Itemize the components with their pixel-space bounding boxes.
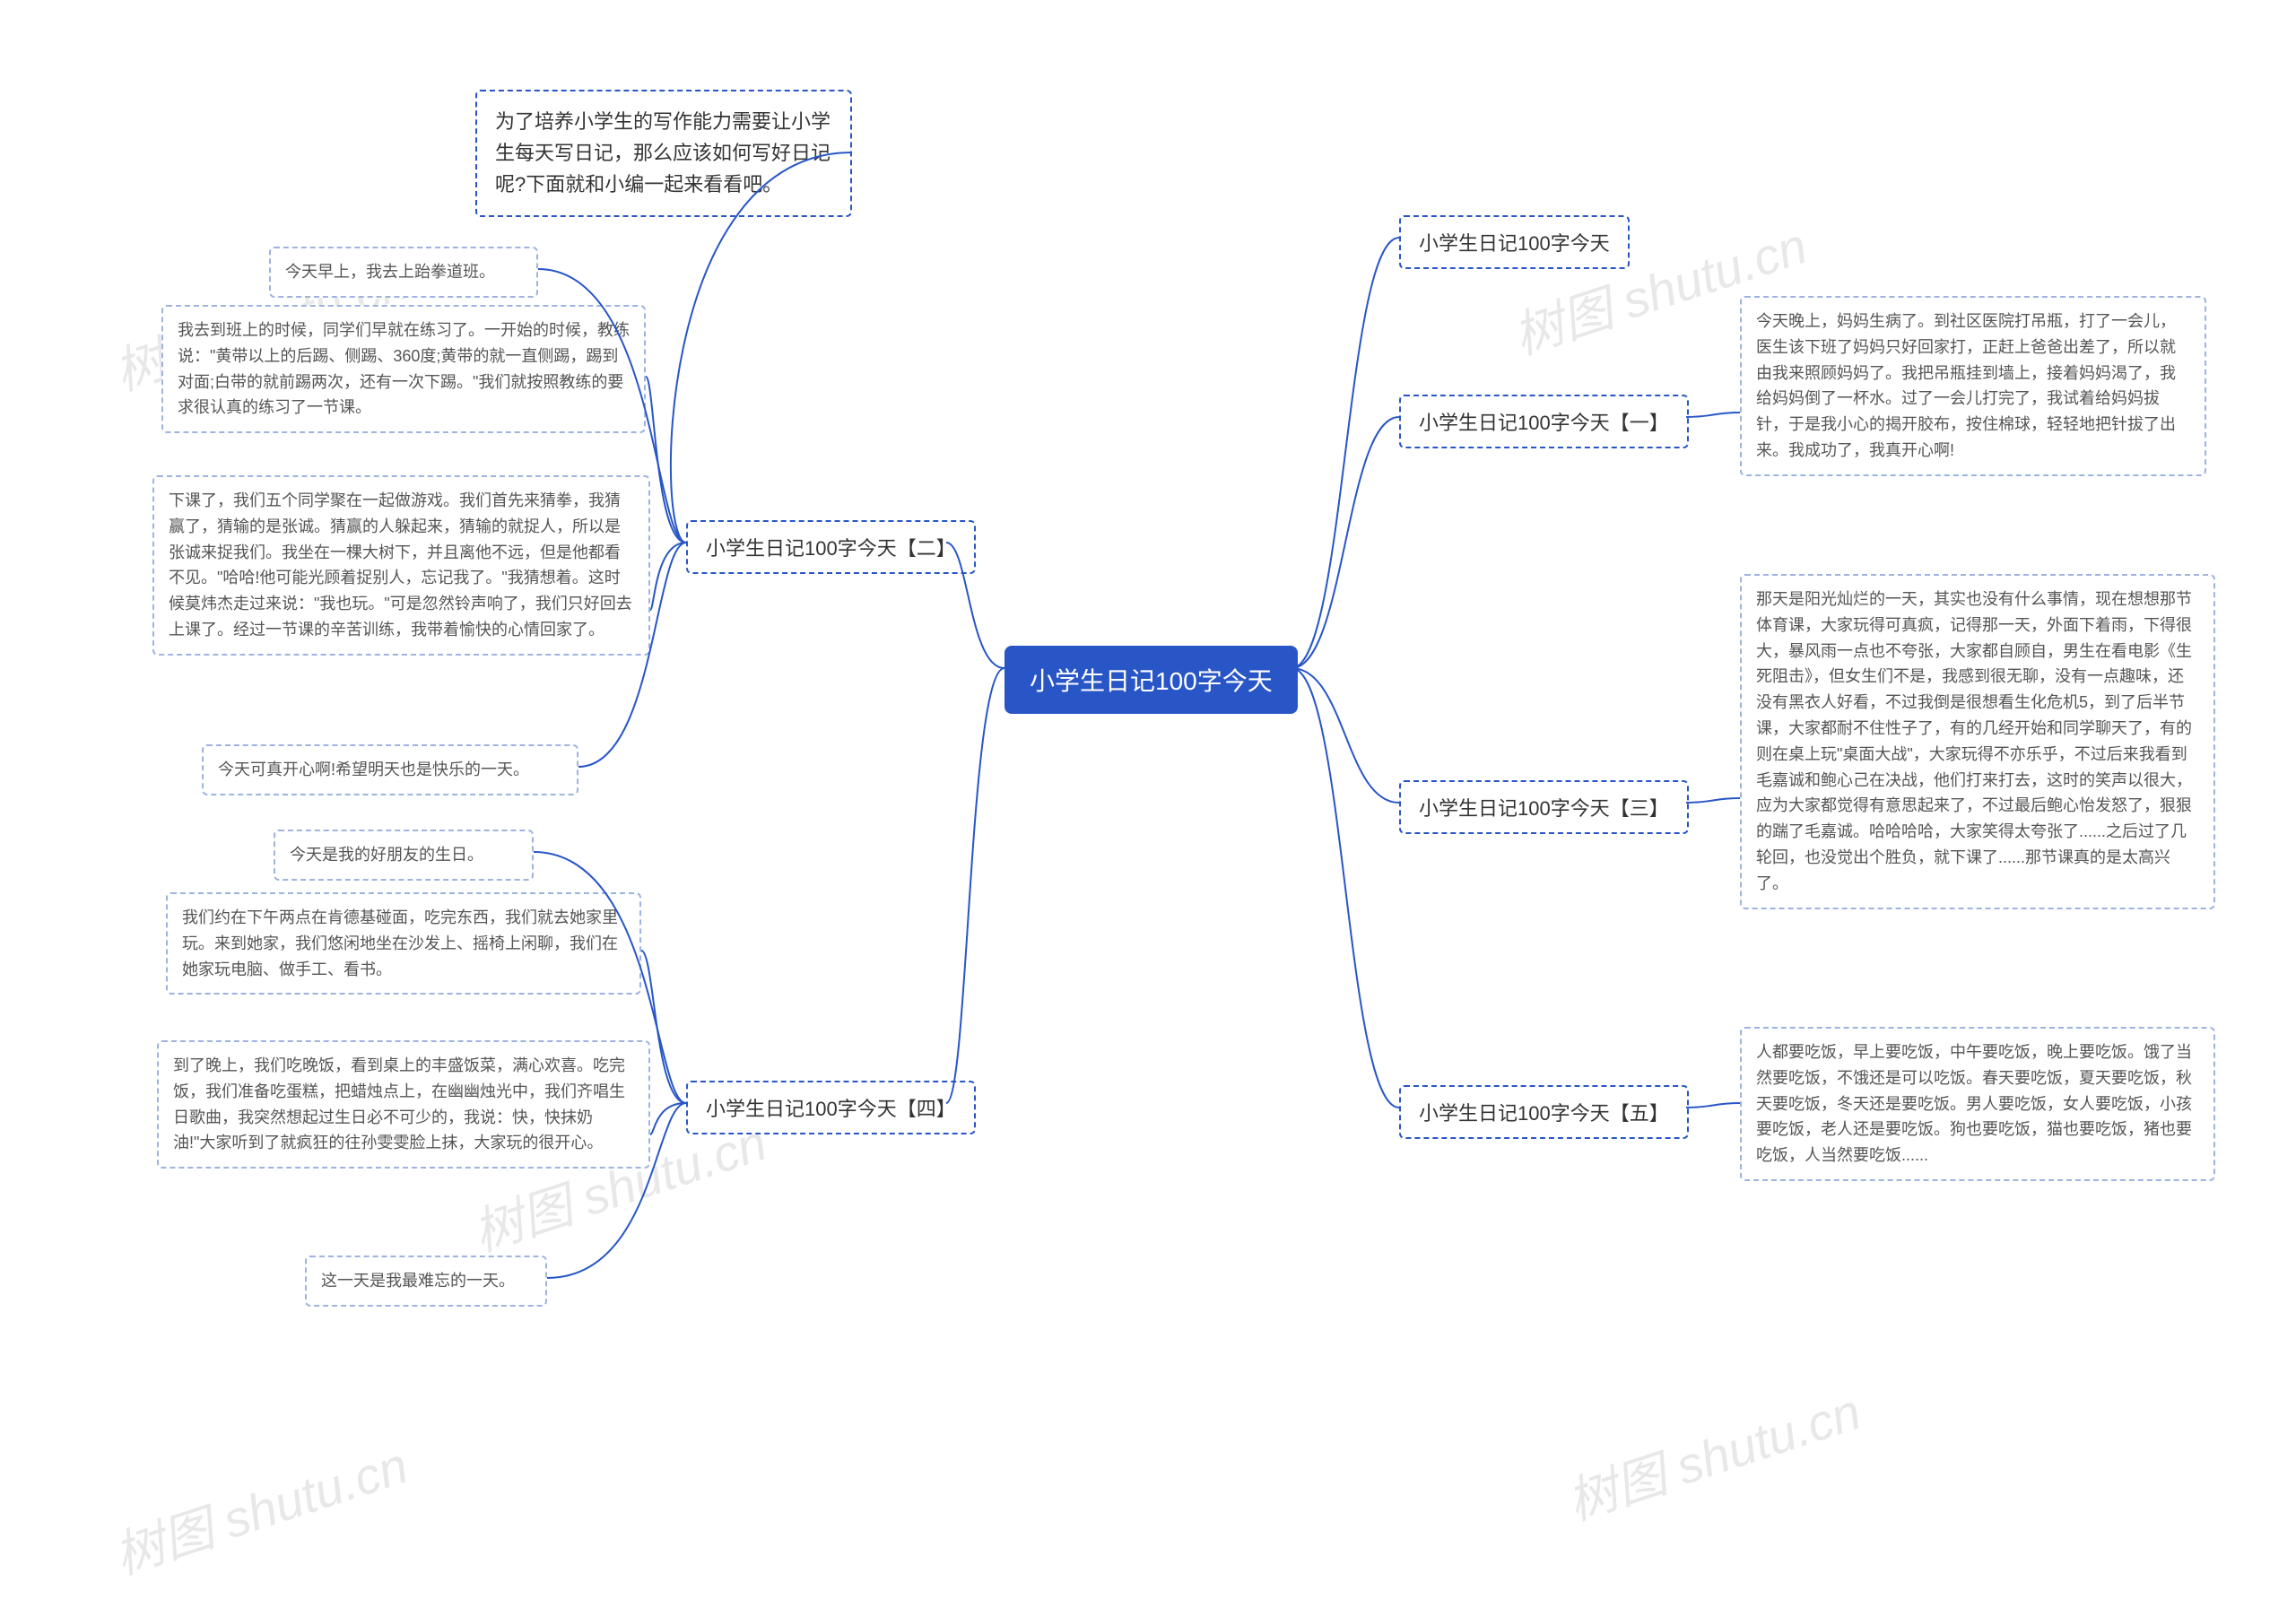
leaf-node: 今天早上，我去上跆拳道班。 (269, 247, 538, 298)
branch-node-3[interactable]: 小学生日记100字今天【三】 (1399, 780, 1689, 834)
leaf-node: 我去到班上的时候，同学们早就在练习了。一开始的时候，教练说："黄带以上的后踢、侧… (161, 305, 646, 433)
leaf-node: 我们约在下午两点在肯德基碰面，吃完东西，我们就去她家里玩。来到她家，我们悠闲地坐… (166, 892, 641, 995)
leaf-node: 那天是阳光灿烂的一天，其实也没有什么事情，现在想想那节体育课，大家玩得可真疯，记… (1740, 574, 2215, 909)
leaf-node: 这一天是我最难忘的一天。 (305, 1256, 547, 1307)
leaf-node: 人都要吃饭，早上要吃饭，中午要吃饭，晚上要吃饭。饿了当然要吃饭，不饿还是可以吃饭… (1740, 1027, 2215, 1181)
leaf-node: 下课了，我们五个同学聚在一起做游戏。我们首先来猜拳，我猜赢了，猜输的是张诚。猜赢… (152, 475, 650, 656)
branch-node-1[interactable]: 小学生日记100字今天【一】 (1399, 395, 1689, 448)
branch-node-5[interactable]: 小学生日记100字今天【五】 (1399, 1085, 1689, 1139)
leaf-node: 今天是我的好朋友的生日。 (274, 830, 534, 881)
branch-node-0[interactable]: 小学生日记100字今天 (1399, 215, 1630, 269)
branch-node-4[interactable]: 小学生日记100字今天【四】 (686, 1081, 976, 1134)
watermark: 树图 shutu.cn (1557, 1372, 1869, 1535)
leaf-node: 到了晚上，我们吃晚饭，看到桌上的丰盛饭菜，满心欢喜。吃完饭，我们准备吃蛋糕，把蜡… (157, 1040, 650, 1169)
intro-node: 为了培养小学生的写作能力需要让小学生每天写日记，那么应该如何写好日记呢?下面就和… (475, 90, 852, 217)
watermark: 树图 shutu.cn (104, 1426, 416, 1589)
root-node[interactable]: 小学生日记100字今天 (1004, 646, 1298, 714)
branch-node-2[interactable]: 小学生日记100字今天【二】 (686, 520, 976, 574)
leaf-node: 今天晚上，妈妈生病了。到社区医院打吊瓶，打了一会儿，医生该下班了妈妈只好回家打，… (1740, 296, 2206, 476)
leaf-node: 今天可真开心啊!希望明天也是快乐的一天。 (202, 744, 578, 795)
